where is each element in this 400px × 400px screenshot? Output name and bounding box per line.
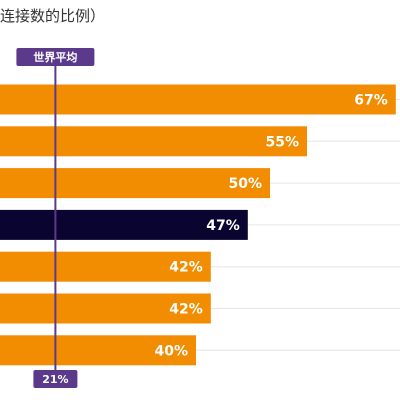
bars: 67% 55% 50% 47% 42% 42% 40% (0, 84, 396, 366)
bar-value-label: 42% (169, 302, 203, 318)
world-average-value-badge (33, 370, 78, 388)
bar (0, 168, 270, 199)
bar-value-label: 47% (206, 218, 240, 234)
bar (0, 126, 307, 157)
bar (0, 335, 196, 366)
bar-value-label: 55% (265, 134, 299, 150)
bar-value-label: 50% (228, 176, 262, 192)
bar (0, 209, 248, 240)
bar (0, 251, 211, 282)
bar-value-label: 42% (169, 260, 203, 276)
chart-title: 连接数的比例） (0, 7, 105, 25)
bar-value-label: 67% (354, 93, 388, 109)
world-average-label-badge (16, 48, 95, 66)
world-average-label: 世界平均 (33, 50, 77, 64)
bar (0, 84, 396, 115)
bar (0, 293, 211, 324)
reference-line-group: 世界平均 21% (16, 48, 95, 388)
bar-value-label: 40% (154, 343, 188, 359)
world-average-value-label: 21% (42, 373, 68, 386)
